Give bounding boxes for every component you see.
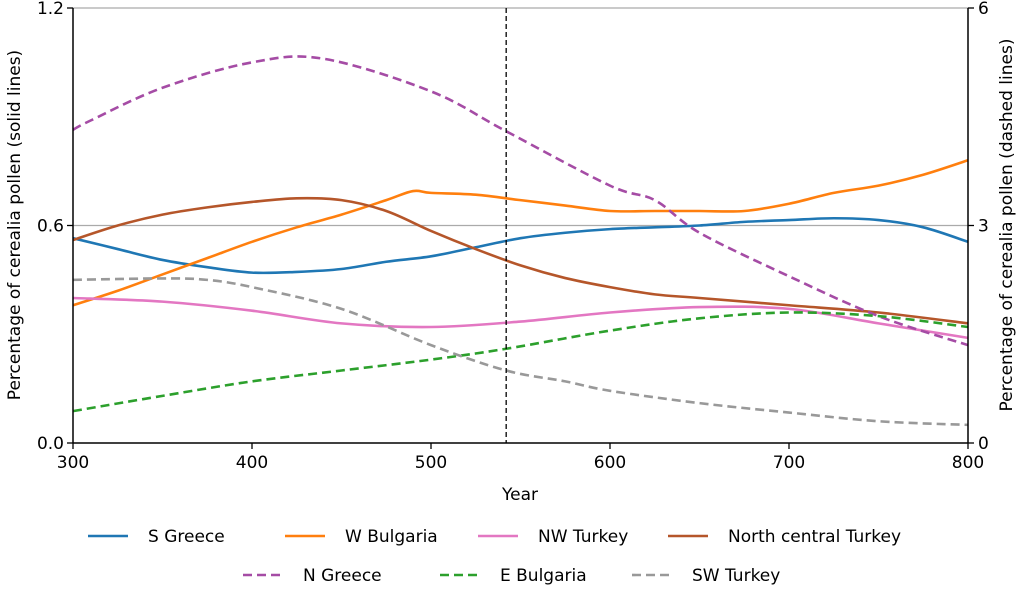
y-right-tick-label: 0 [978, 434, 989, 454]
x-tick-label: 400 [236, 453, 268, 473]
grid-lines [73, 7, 968, 227]
legend-item: NW Turkey [478, 527, 628, 547]
legend-item: North central Turkey [668, 527, 901, 547]
series-lines [72, 55, 969, 427]
y-axis-left-label: Percentage of cerealia pollen (solid lin… [5, 50, 25, 400]
x-tick-label: 700 [773, 453, 805, 473]
y-right-tick-label: 6 [978, 0, 989, 19]
legend-label: S Greece [148, 527, 225, 547]
series-line-e-bulgaria [72, 311, 969, 413]
x-axis-label: Year [501, 485, 538, 505]
legend-label: W Bulgaria [345, 527, 438, 547]
x-tick-label: 800 [952, 453, 984, 473]
legend-label: E Bulgaria [500, 566, 587, 586]
legend: S Greece W Bulgaria NW Turkey North central… [88, 527, 901, 586]
x-tick-label: 500 [415, 453, 447, 473]
series-line-s-greece [72, 216, 969, 275]
series-line-sw-turkey [72, 277, 969, 427]
legend-label: N Greece [303, 566, 382, 586]
y-left-tick-label: 0.6 [37, 217, 64, 237]
legend-label: North central Turkey [728, 527, 901, 547]
legend-item: W Bulgaria [285, 527, 438, 547]
legend-item: SW Turkey [632, 566, 780, 586]
y-axis-right-label: Percentage of cerealia pollen (dashed li… [997, 39, 1017, 412]
legend-item: S Greece [88, 527, 225, 547]
legend-item: N Greece [243, 566, 382, 586]
series-line-w-bulgaria [72, 159, 969, 307]
y-left-tick-label: 1.2 [37, 0, 64, 19]
legend-label: SW Turkey [692, 566, 780, 586]
legend-label: NW Turkey [538, 527, 628, 547]
series-line-nw-turkey [72, 296, 969, 340]
x-tick-label: 600 [594, 453, 626, 473]
y-left-tick-label: 0.0 [37, 434, 64, 454]
axes: 300 400 500 600 700 800 0.0 0.6 1.2 0 3 6 [37, 0, 989, 473]
y-right-tick-label: 3 [978, 217, 989, 237]
series-line-north-central-turkey [72, 196, 969, 325]
x-tick-label: 300 [57, 453, 89, 473]
legend-item: E Bulgaria [440, 566, 587, 586]
